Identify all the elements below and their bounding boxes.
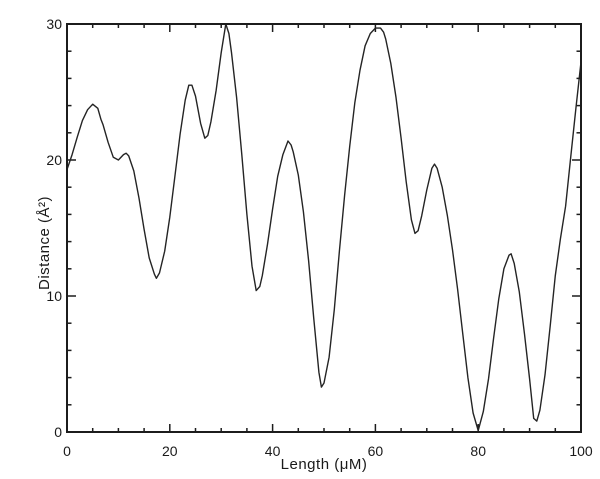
x-tick-label: 20 [162,443,178,459]
axis-tick-labels: 0 20 40 60 80 100 0 10 20 30 [46,16,592,459]
y-axis-title: Distance (Å²) [36,196,53,290]
x-tick-label: 100 [569,443,593,459]
y-tick-label: 0 [54,424,62,440]
x-tick-label: 0 [63,443,71,459]
y-tick-label: 10 [46,288,62,304]
x-tick-label: 80 [470,443,486,459]
y-tick-label: 30 [46,16,62,32]
data-series-line [66,23,582,432]
x-tick-label: 40 [265,443,281,459]
x-axis-title: Length (μM) [281,456,368,473]
plot-frame [66,23,582,433]
y-tick-label: 20 [46,152,62,168]
x-tick-label: 60 [368,443,384,459]
